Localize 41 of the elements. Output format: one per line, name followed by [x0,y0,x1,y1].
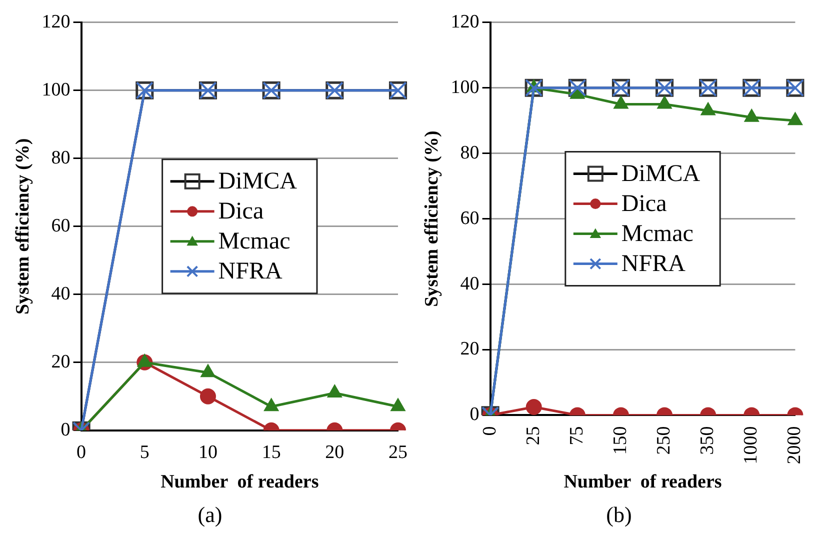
x-tick-label: 0 [76,442,86,463]
x-tick-label: 20 [325,442,344,463]
y-tick-label: 100 [450,76,480,98]
y-tick-label: 0 [470,404,480,426]
legend-label: Mcmac [218,228,290,255]
x-tick-label: 15 [262,442,281,463]
legend-label: DiMCA [621,161,701,188]
x-tick-label: 5 [140,442,150,463]
legend-label: Dica [218,198,264,225]
legend-label: Mcmac [621,221,694,248]
y-tick-label: 20 [460,338,480,360]
y-axis-title: System efficiency (%) [421,130,442,307]
legend-label: Dica [621,191,668,218]
legend-label: DiMCA [218,168,298,195]
x-tick-label: 150 [610,426,631,455]
x-tick-label: 350 [697,426,718,455]
x-tick-label: 25 [522,426,544,446]
text: (b) [605,502,633,528]
y-tick-label: 100 [42,79,70,100]
text: (a) [196,502,224,528]
x-tick-label: 250 [654,426,675,455]
y-tick-label: 120 [450,11,480,32]
x-tick-label: 2000 [784,426,806,464]
x-axis-title: Number of readers [160,472,319,493]
y-tick-label: 40 [51,283,70,304]
legend-label: NFRA [218,258,283,285]
y-tick-label: 20 [51,351,70,372]
x-tick-label: 10 [198,442,218,463]
y-tick-label: 60 [51,215,70,236]
y-tick-label: 120 [42,11,70,32]
x-tick-label: 1000 [740,426,762,464]
x-axis-title: Number of readers [564,472,722,493]
y-tick-label: 80 [460,142,480,164]
y-axis-title: System efficiency (%) [12,138,34,315]
y-tick-label: 60 [460,208,480,229]
x-tick-label: 0 [479,426,500,436]
x-tick-label: 25 [388,442,408,463]
y-tick-label: 40 [460,273,480,294]
y-tick-label: 80 [51,147,70,168]
x-tick-label: 75 [566,426,588,446]
legend-label: NFRA [621,251,686,278]
